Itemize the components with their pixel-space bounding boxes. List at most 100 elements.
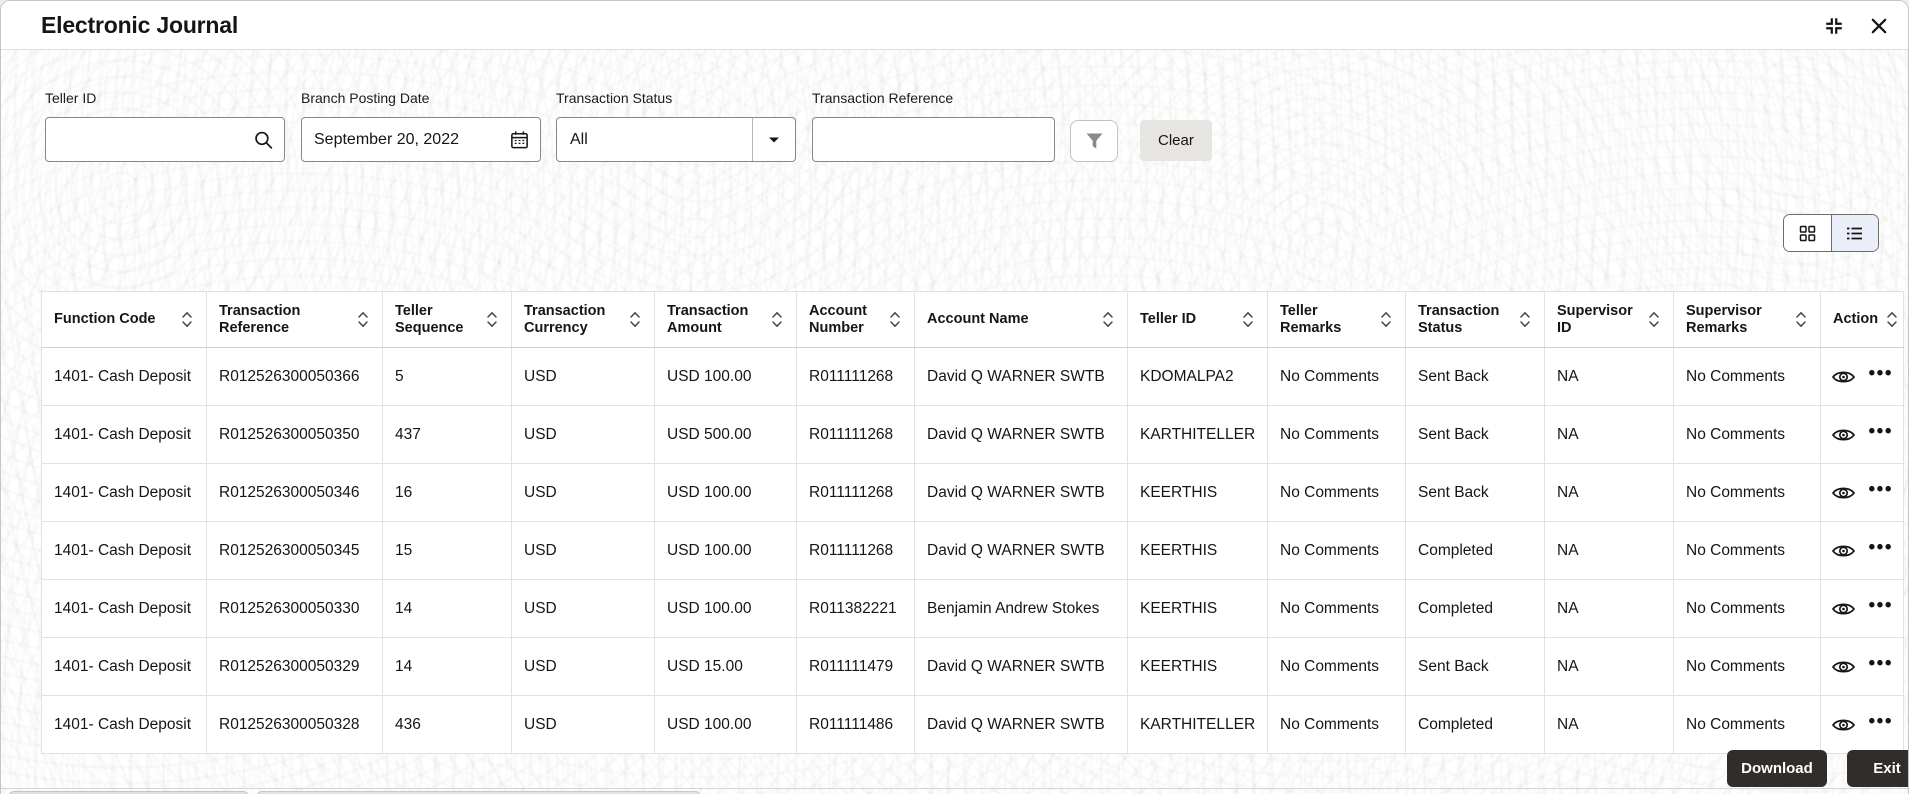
column-label: Action xyxy=(1833,311,1879,328)
grid-view-button[interactable] xyxy=(1784,215,1831,251)
row-menu-ellipsis-icon[interactable]: ••• xyxy=(1868,595,1893,616)
column-header-transaction-status[interactable]: Transaction Status xyxy=(1405,291,1545,348)
table-cell-account-name: David Q WARNER SWTB xyxy=(914,347,1128,406)
table-cell-transaction-reference: R012526300050345 xyxy=(206,521,383,580)
close-icon[interactable] xyxy=(1868,15,1890,37)
table-cell-teller-remarks: No Comments xyxy=(1267,579,1406,638)
collapse-icon[interactable] xyxy=(1822,14,1846,38)
branch-posting-date-input[interactable] xyxy=(301,117,541,162)
column-header-supervisor-remarks[interactable]: Supervisor Remarks xyxy=(1673,291,1821,348)
download-button[interactable]: Download xyxy=(1727,750,1827,787)
exit-button[interactable]: Exit xyxy=(1847,750,1908,787)
sort-icon[interactable] xyxy=(1380,311,1392,328)
chevron-down-icon[interactable] xyxy=(753,136,795,144)
table-cell-transaction-status: Completed xyxy=(1405,695,1545,754)
column-header-function-code[interactable]: Function Code xyxy=(41,291,207,348)
sort-icon[interactable] xyxy=(1519,311,1531,328)
calendar-icon[interactable] xyxy=(509,129,530,150)
column-header-action[interactable]: Action xyxy=(1820,291,1904,348)
table-cell-transaction-amount: USD 500.00 xyxy=(654,405,797,464)
table-cell-transaction-status: Sent Back xyxy=(1405,347,1545,406)
sort-icon[interactable] xyxy=(486,311,498,328)
table-cell-transaction-amount: USD 100.00 xyxy=(654,463,797,522)
table-cell-transaction-amount: USD 15.00 xyxy=(654,637,797,696)
transaction-reference-input[interactable] xyxy=(812,117,1055,162)
sort-icon[interactable] xyxy=(181,311,193,328)
column-header-transaction-currency[interactable]: Transaction Currency xyxy=(511,291,655,348)
table-cell-supervisor-remarks: No Comments xyxy=(1673,579,1821,638)
table-row[interactable]: 1401- Cash Deposit R012526300050329 14 USD U… xyxy=(41,637,1904,696)
table-header-row: Function Code Transaction Reference Tell… xyxy=(41,291,1904,348)
table-row[interactable]: 1401- Cash Deposit R012526300050346 16 USD U… xyxy=(41,463,1904,522)
table-cell-function-code: 1401- Cash Deposit xyxy=(41,695,207,754)
table-cell-account-number: R011111479 xyxy=(796,637,915,696)
action-cell: ••• xyxy=(1820,637,1904,696)
table-cell-transaction-status: Sent Back xyxy=(1405,637,1545,696)
clear-button[interactable]: Clear xyxy=(1140,120,1212,161)
column-header-account-number[interactable]: Account Number xyxy=(796,291,915,348)
table-row[interactable]: 1401- Cash Deposit R012526300050330 14 USD U… xyxy=(41,579,1904,638)
row-menu-ellipsis-icon[interactable]: ••• xyxy=(1868,421,1893,442)
table-cell-transaction-reference: R012526300050330 xyxy=(206,579,383,638)
column-header-teller-remarks[interactable]: Teller Remarks xyxy=(1267,291,1406,348)
transaction-reference-label: Transaction Reference xyxy=(812,90,954,106)
table-cell-teller-remarks: No Comments xyxy=(1267,405,1406,464)
view-eye-icon[interactable] xyxy=(1831,426,1856,444)
sort-icon[interactable] xyxy=(1886,311,1898,328)
view-eye-icon[interactable] xyxy=(1831,368,1856,386)
row-menu-ellipsis-icon[interactable]: ••• xyxy=(1868,711,1893,732)
transaction-status-select[interactable]: All xyxy=(556,117,796,162)
column-label: Teller Sequence xyxy=(395,302,464,336)
row-menu-ellipsis-icon[interactable]: ••• xyxy=(1868,479,1893,500)
table-cell-account-number: R011382221 xyxy=(796,579,915,638)
table-cell-teller-id: KEERTHIS xyxy=(1127,463,1268,522)
table-row[interactable]: 1401- Cash Deposit R012526300050345 15 USD U… xyxy=(41,521,1904,580)
search-icon[interactable] xyxy=(253,129,274,150)
column-header-supervisor-id[interactable]: Supervisor ID xyxy=(1544,291,1674,348)
table-cell-transaction-currency: USD xyxy=(511,405,655,464)
column-header-transaction-amount[interactable]: Transaction Amount xyxy=(654,291,797,348)
table-cell-transaction-status: Sent Back xyxy=(1405,405,1545,464)
sort-icon[interactable] xyxy=(1242,311,1254,328)
sort-icon[interactable] xyxy=(1102,311,1114,328)
action-cell: ••• xyxy=(1820,521,1904,580)
table-row[interactable]: 1401- Cash Deposit R012526300050366 5 USD US… xyxy=(41,347,1904,406)
view-eye-icon[interactable] xyxy=(1831,484,1856,502)
table-cell-transaction-currency: USD xyxy=(511,579,655,638)
column-header-teller-id[interactable]: Teller ID xyxy=(1127,291,1268,348)
view-eye-icon[interactable] xyxy=(1831,600,1856,618)
sort-icon[interactable] xyxy=(1795,311,1807,328)
column-label: Transaction Status xyxy=(1418,302,1500,336)
table-cell-teller-sequence: 437 xyxy=(382,405,512,464)
table-cell-function-code: 1401- Cash Deposit xyxy=(41,579,207,638)
row-menu-ellipsis-icon[interactable]: ••• xyxy=(1868,363,1893,384)
table-row[interactable]: 1401- Cash Deposit R012526300050328 436 USD… xyxy=(41,695,1904,754)
list-view-button[interactable] xyxy=(1830,215,1878,251)
sort-icon[interactable] xyxy=(1648,311,1660,328)
sort-icon[interactable] xyxy=(771,311,783,328)
row-menu-ellipsis-icon[interactable]: ••• xyxy=(1868,537,1893,558)
sort-icon[interactable] xyxy=(357,311,369,328)
table-cell-supervisor-remarks: No Comments xyxy=(1673,463,1821,522)
view-eye-icon[interactable] xyxy=(1831,542,1856,560)
view-eye-icon[interactable] xyxy=(1831,716,1856,734)
view-eye-icon[interactable] xyxy=(1831,658,1856,676)
table-cell-supervisor-id: NA xyxy=(1544,695,1674,754)
column-header-teller-sequence[interactable]: Teller Sequence xyxy=(382,291,512,348)
column-label: Supervisor Remarks xyxy=(1686,302,1762,336)
table-cell-function-code: 1401- Cash Deposit xyxy=(41,405,207,464)
table-cell-teller-sequence: 436 xyxy=(382,695,512,754)
sort-icon[interactable] xyxy=(889,311,901,328)
table-row[interactable]: 1401- Cash Deposit R012526300050350 437 USD… xyxy=(41,405,1904,464)
column-header-account-name[interactable]: Account Name xyxy=(914,291,1128,348)
column-header-transaction-reference[interactable]: Transaction Reference xyxy=(206,291,383,348)
table-cell-teller-remarks: No Comments xyxy=(1267,637,1406,696)
table-cell-teller-sequence: 5 xyxy=(382,347,512,406)
filter-button[interactable] xyxy=(1070,120,1118,162)
row-menu-ellipsis-icon[interactable]: ••• xyxy=(1868,653,1893,674)
sort-icon[interactable] xyxy=(629,311,641,328)
teller-id-input[interactable] xyxy=(45,117,285,162)
table-cell-account-number: R011111486 xyxy=(796,695,915,754)
table-cell-teller-id: KEERTHIS xyxy=(1127,579,1268,638)
column-label: Function Code xyxy=(54,311,156,328)
